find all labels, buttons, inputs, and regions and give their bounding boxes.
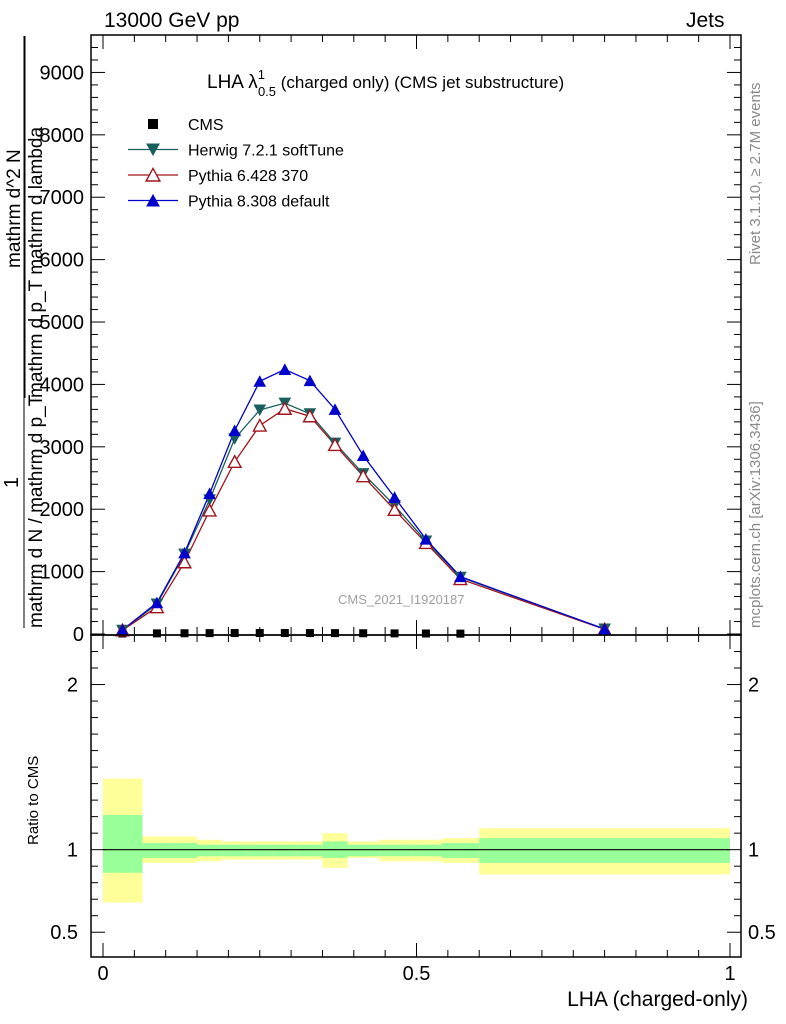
series-point-3 (278, 363, 292, 375)
ratio-plot-frame (90, 634, 742, 958)
series-point-3 (388, 491, 401, 503)
series-point-3 (228, 424, 241, 437)
ratio-band-green (272, 844, 298, 857)
series-point-3 (454, 570, 467, 583)
series-point-0 (421, 629, 430, 638)
rivet-label: Rivet 3.1.10, ≥ 2.7M events (747, 83, 764, 266)
series-point-0 (359, 629, 368, 638)
main-ytick-label: 3000 (40, 437, 85, 459)
ratio-xtick-label: 0.5 (403, 963, 431, 985)
series-line-3 (122, 368, 605, 631)
series-point-2 (227, 454, 243, 468)
main-ylabel: 1 mathrm d N / mathrm d p_T mathrm d^2 N… (1, 36, 47, 628)
legend-label: CMS (188, 117, 224, 134)
main-ytick-label: 8000 (40, 125, 85, 147)
main-y-ticks: 0 1000 2000 3000 4000 5000 6000 7000 8000 9000 (40, 34, 741, 646)
ylabel-one: 1 (1, 477, 23, 488)
series-point-3 (303, 374, 317, 387)
series-point-0 (230, 629, 239, 638)
series-point-0 (180, 629, 189, 638)
series-point-2 (302, 408, 318, 423)
series-point-0 (330, 629, 339, 638)
series-point-2 (387, 502, 403, 517)
series-point-0 (305, 629, 314, 638)
ratio-axis-ticks: 0 0.5 1 0.5 0.5 1 1 2 2 (50, 635, 776, 985)
header-process: 13000 GeV pp (104, 9, 240, 32)
ylabel-frac-numerator: mathrm d^2 N (4, 149, 25, 268)
watermark: CMS_2021_I1920187 (338, 592, 465, 607)
ratio-ytick-label: 0.5 (50, 922, 78, 944)
series-line-1 (122, 402, 605, 631)
series-point-3 (203, 487, 216, 500)
series-point-0 (390, 629, 399, 638)
ratio-ylabel: Ratio to CMS (25, 756, 42, 845)
main-ytick-label: 7000 (40, 187, 85, 209)
ratio-uncertainty-bands (103, 778, 730, 903)
header-jets: Jets (686, 9, 725, 32)
series-point-3 (419, 533, 433, 545)
ratio-band-green (410, 844, 442, 857)
ratio-band-green (142, 843, 172, 858)
ratio-band-green (171, 843, 198, 858)
ratio-band-green (247, 844, 273, 857)
ratio-ytick-label: 2 (67, 675, 78, 697)
series-point-3 (178, 546, 191, 559)
legend-marker (146, 143, 160, 157)
series-point-3 (356, 449, 370, 462)
series-point-1 (253, 404, 267, 417)
ratio-xtick-label: 1 (724, 963, 735, 985)
ratio-ytick-label: 1 (67, 840, 78, 862)
series-point-3 (328, 403, 342, 415)
ratio-band-green (103, 814, 143, 873)
main-ytick-label: 4000 (40, 374, 85, 396)
series-point-2 (202, 502, 218, 517)
ratio-band-green (441, 843, 480, 858)
series-point-0 (280, 629, 289, 638)
legend-label: Pythia 8.308 default (188, 194, 330, 211)
ratio-ytick-label-right: 0.5 (748, 922, 776, 944)
series-point-0 (255, 629, 264, 638)
legend-label: Herwig 7.2.1 softTune (188, 143, 344, 160)
series-point-3 (598, 622, 611, 635)
legend-marker (148, 119, 158, 129)
series-point-2 (277, 401, 293, 415)
ratio-band-green (297, 844, 323, 857)
series-point-2 (252, 418, 268, 432)
legend-label: Pythia 6.428 370 (188, 168, 308, 185)
legend-marker (144, 166, 162, 182)
series-point-3 (253, 375, 267, 387)
mcplots-label: mcplots.cern.ch [arXiv:1306.3436] (747, 401, 764, 628)
main-ytick-label: 0 (73, 624, 84, 646)
series-point-0 (205, 629, 214, 638)
ratio-band-green (347, 844, 379, 857)
ratio-band-green (222, 844, 248, 857)
ratio-ytick-label-right: 2 (748, 675, 759, 697)
ratio-ytick-label-right: 1 (748, 840, 759, 862)
series-point-0 (456, 629, 465, 638)
ratio-band-green (378, 844, 411, 857)
series-point-2 (327, 437, 343, 452)
ratio-band-green (479, 838, 730, 863)
main-ytick-label: 2000 (40, 499, 85, 521)
ylabel-denominator: mathrm d N / mathrm d p_T (26, 394, 47, 628)
ratio-xtick-label: 0 (97, 963, 108, 985)
ylabel-frac-denominator: mathrm d p_T mathrm d lambda (26, 127, 47, 398)
ratio-band-green (197, 844, 223, 857)
main-ytick-label: 5000 (40, 312, 85, 334)
main-ytick-label: 9000 (40, 62, 85, 84)
series-point-2 (355, 468, 371, 483)
series-point-3 (116, 623, 129, 636)
series-point-3 (150, 596, 164, 609)
x-axis-label: LHA (charged-only) (567, 988, 748, 1011)
main-ytick-label: 6000 (40, 250, 85, 272)
main-series-markers (114, 363, 613, 638)
plot-title: LHA λ1 0.5 (charged only) (CMS jet substr… (207, 67, 564, 99)
main-ytick-label: 1000 (40, 562, 85, 584)
legend-marker (146, 193, 160, 207)
legend: CMS Herwig 7.2.1 softTune Pythia 6.428 370… (128, 117, 344, 211)
series-point-2 (177, 554, 193, 569)
series-point-0 (152, 629, 161, 638)
